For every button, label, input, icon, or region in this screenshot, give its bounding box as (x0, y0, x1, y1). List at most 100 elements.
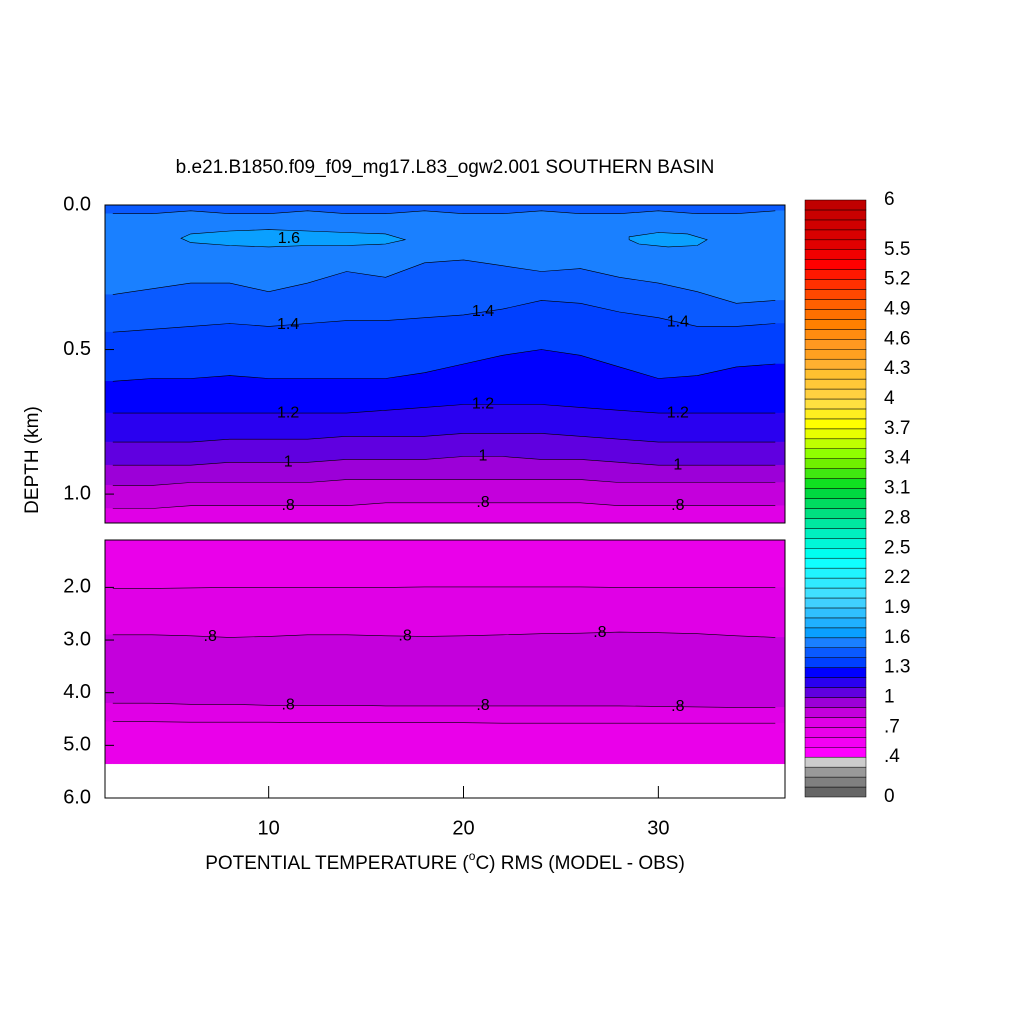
colorbar-box (804, 737, 867, 748)
contour-label: 1.2 (277, 404, 299, 421)
x-axis-label-part: POTENTIAL TEMPERATURE ( (205, 853, 469, 874)
colorbar-box (804, 249, 867, 260)
colorbar-box (804, 438, 867, 449)
x-axis-label: POTENTIAL TEMPERATURE (oC) RMS (MODEL - … (205, 849, 685, 874)
colorbar-box (804, 309, 867, 320)
contour-line (112, 502, 776, 509)
colorbar-box (804, 637, 867, 648)
contour-band (105, 721, 785, 765)
colorbar-box (804, 617, 867, 629)
y-tick-label: 3.0 (63, 628, 91, 650)
colorbar-box (804, 717, 867, 728)
contour-label: .8 (398, 627, 411, 644)
colorbar-box (804, 607, 867, 619)
panel-frame (104, 204, 786, 524)
colorbar-box (804, 776, 867, 788)
contour-label: 1.4 (277, 316, 299, 333)
colorbar-label: 4.6 (884, 328, 910, 349)
colorbar-box (804, 349, 867, 360)
colorbar-box (804, 209, 867, 221)
contour-line (112, 702, 776, 708)
y-tick-label: 2.0 (63, 576, 91, 598)
closed-contour (628, 232, 708, 248)
colorbar-label: 2.5 (884, 537, 910, 558)
contour-band (105, 540, 785, 589)
colorbar-box (804, 597, 867, 609)
x-tick-label: 10 (258, 817, 280, 839)
contour-label: .8 (476, 697, 489, 714)
contour-line (112, 210, 776, 214)
y-axis-label: DEPTH (km) (22, 406, 43, 514)
colorbar-box (804, 657, 867, 668)
upper-panel: 1.6 1.4 1.4 1.4 1.2 1.2 1.2 1 1 1 .8 .8 .8 (105, 205, 785, 523)
contour-line (112, 433, 776, 443)
colorbar-box (804, 627, 867, 639)
lower-panel: .8 .8 .8 .8 .8 .8 (105, 540, 785, 765)
contour-line (112, 259, 776, 304)
colorbar-box (804, 498, 867, 509)
colorbar-box (804, 299, 867, 310)
contour-label: .8 (476, 494, 489, 511)
contour-label: 1.4 (472, 303, 494, 320)
colorbar-box (804, 219, 867, 231)
colorbar-box (804, 647, 867, 658)
contour-line (112, 631, 776, 638)
colorbar-box (804, 458, 867, 469)
colorbar-label: 4.3 (884, 358, 910, 379)
colorbar-label: 0 (884, 786, 895, 807)
colorbar-box (804, 319, 867, 330)
colorbar-box (804, 329, 867, 340)
colorbar-box (804, 478, 867, 489)
colorbar-box (804, 508, 867, 519)
colorbar-box (804, 747, 867, 758)
y-tick-label: 1.0 (63, 482, 91, 504)
colorbar-box (804, 786, 867, 798)
colorbar-label: 3.1 (884, 478, 910, 499)
closed-contour (180, 229, 407, 248)
colorbar-label: 2.2 (884, 567, 910, 588)
colorbar-box (804, 259, 867, 270)
colorbar-label: 3.4 (884, 448, 911, 469)
colorbar-box (804, 229, 867, 241)
colorbar-box (804, 766, 867, 778)
colorbar-box (804, 378, 867, 390)
colorbar-label: 1 (884, 687, 895, 708)
x-tick-label: 20 (452, 817, 474, 839)
colorbar-box (804, 677, 867, 688)
contour-label: .8 (204, 628, 217, 645)
colorbar-box (804, 199, 867, 211)
colorbar-box (804, 528, 867, 539)
x-axis-label-superscript: o (469, 849, 476, 863)
colorbar-box (804, 707, 867, 718)
colorbar-box (804, 339, 867, 350)
contour-label: .8 (671, 497, 684, 514)
colorbar-box (804, 408, 867, 420)
colorbar-label: 1.3 (884, 657, 910, 678)
colorbar-label: 5.5 (884, 239, 910, 260)
contour-label: .8 (281, 497, 294, 514)
colorbar-label: 2.8 (884, 507, 910, 528)
contour-label: 1.4 (667, 313, 689, 330)
colorbar-label: 4.9 (884, 298, 910, 319)
contour-label: .8 (281, 697, 294, 714)
y-tick-label: 6.0 (63, 786, 91, 808)
contour-line (112, 300, 776, 333)
colorbar-label: 6 (884, 189, 895, 210)
colorbar-box (804, 428, 867, 440)
colorbar-box (804, 448, 867, 459)
colorbar-label: 1.9 (884, 597, 910, 618)
contour-line (112, 456, 776, 466)
colorbar-label: 3.7 (884, 418, 910, 439)
colorbar-box (804, 577, 867, 589)
colorbar-box (804, 697, 867, 708)
contour-label: .8 (671, 698, 684, 715)
contour-label: 1 (479, 448, 488, 465)
colorbar-box (804, 538, 867, 549)
colorbar-box (804, 727, 867, 738)
contour-label: .8 (593, 624, 606, 641)
colorbar-box (804, 488, 867, 499)
colorbar-box (804, 518, 867, 529)
colorbar-box (804, 468, 867, 479)
